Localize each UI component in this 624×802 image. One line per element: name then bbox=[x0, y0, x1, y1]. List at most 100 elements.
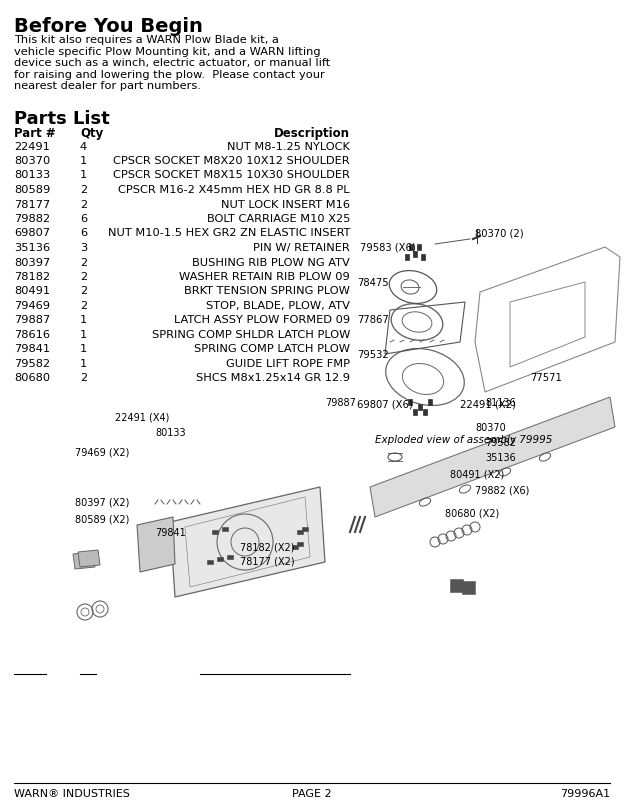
Text: 2: 2 bbox=[80, 257, 87, 267]
Polygon shape bbox=[222, 528, 228, 532]
Text: 80680 (X2): 80680 (X2) bbox=[445, 508, 499, 517]
Text: 1: 1 bbox=[80, 358, 87, 369]
Text: 79532: 79532 bbox=[357, 350, 389, 359]
Polygon shape bbox=[73, 553, 95, 569]
Text: PAGE 2: PAGE 2 bbox=[292, 788, 332, 798]
Text: Part #: Part # bbox=[14, 127, 56, 140]
Text: 80397 (X2): 80397 (X2) bbox=[75, 497, 129, 508]
Text: 80589 (X2): 80589 (X2) bbox=[75, 514, 129, 525]
Text: 69807 (X6): 69807 (X6) bbox=[357, 399, 412, 410]
Polygon shape bbox=[423, 410, 427, 415]
Text: SPRING COMP SHLDR LATCH PLOW: SPRING COMP SHLDR LATCH PLOW bbox=[152, 330, 350, 339]
Polygon shape bbox=[292, 545, 298, 549]
Text: This kit also requires a WARN Plow Blade kit, a
vehicle specific Plow Mounting k: This kit also requires a WARN Plow Blade… bbox=[14, 35, 330, 91]
Text: 79469 (X2): 79469 (X2) bbox=[75, 448, 129, 457]
Text: SHCS M8x1.25x14 GR 12.9: SHCS M8x1.25x14 GR 12.9 bbox=[196, 373, 350, 383]
Polygon shape bbox=[417, 245, 421, 251]
Text: Exploded view of assembly 79995: Exploded view of assembly 79995 bbox=[375, 435, 552, 444]
Text: NUT LOCK INSERT M16: NUT LOCK INSERT M16 bbox=[221, 199, 350, 209]
Polygon shape bbox=[207, 561, 213, 565]
Text: NUT M8-1.25 NYLOCK: NUT M8-1.25 NYLOCK bbox=[227, 141, 350, 152]
Text: 78182 (X2): 78182 (X2) bbox=[240, 542, 295, 553]
Polygon shape bbox=[170, 488, 325, 597]
Text: 35136: 35136 bbox=[485, 452, 516, 463]
Text: 22491: 22491 bbox=[14, 141, 50, 152]
Polygon shape bbox=[302, 528, 308, 532]
Text: 79841: 79841 bbox=[155, 528, 186, 537]
Text: 35136: 35136 bbox=[14, 243, 50, 253]
Text: Before You Begin: Before You Begin bbox=[14, 17, 203, 36]
Text: WASHER RETAIN RIB PLOW 09: WASHER RETAIN RIB PLOW 09 bbox=[179, 272, 350, 282]
Text: 4: 4 bbox=[80, 141, 87, 152]
Text: STOP, BLADE, PLOW, ATV: STOP, BLADE, PLOW, ATV bbox=[206, 301, 350, 310]
Text: 79583 (X6): 79583 (X6) bbox=[360, 243, 416, 253]
Text: 1: 1 bbox=[80, 344, 87, 354]
Text: 2: 2 bbox=[80, 184, 87, 195]
Polygon shape bbox=[297, 542, 303, 546]
Polygon shape bbox=[297, 530, 303, 534]
Text: LATCH ASSY PLOW FORMED 09: LATCH ASSY PLOW FORMED 09 bbox=[174, 315, 350, 325]
Text: NUT M10-1.5 HEX GR2 ZN ELASTIC INSERT: NUT M10-1.5 HEX GR2 ZN ELASTIC INSERT bbox=[107, 229, 350, 238]
Text: 79882: 79882 bbox=[14, 214, 50, 224]
Text: 78177: 78177 bbox=[14, 199, 51, 209]
Polygon shape bbox=[418, 404, 422, 411]
Text: 79882 (X6): 79882 (X6) bbox=[475, 485, 529, 496]
Text: 78475: 78475 bbox=[357, 277, 389, 288]
Polygon shape bbox=[413, 252, 417, 257]
Polygon shape bbox=[462, 581, 475, 594]
Polygon shape bbox=[409, 245, 413, 251]
Text: GUIDE LIFT ROPE FMP: GUIDE LIFT ROPE FMP bbox=[226, 358, 350, 369]
Polygon shape bbox=[212, 530, 218, 534]
Text: 1: 1 bbox=[80, 156, 87, 166]
Text: 77867: 77867 bbox=[357, 314, 389, 325]
Text: 78177 (X2): 78177 (X2) bbox=[240, 557, 295, 566]
Text: 80491: 80491 bbox=[14, 286, 50, 296]
Text: PIN W/ RETAINER: PIN W/ RETAINER bbox=[253, 243, 350, 253]
Text: 79841: 79841 bbox=[14, 344, 50, 354]
Polygon shape bbox=[227, 555, 233, 559]
Text: Parts List: Parts List bbox=[14, 110, 110, 128]
Text: WARN® INDUSTRIES: WARN® INDUSTRIES bbox=[14, 788, 130, 798]
Polygon shape bbox=[137, 517, 175, 573]
Text: CPSCR SOCKET M8X20 10X12 SHOULDER: CPSCR SOCKET M8X20 10X12 SHOULDER bbox=[114, 156, 350, 166]
Polygon shape bbox=[428, 399, 432, 406]
Text: 80491 (X2): 80491 (X2) bbox=[450, 469, 504, 480]
Text: 3: 3 bbox=[80, 243, 87, 253]
Polygon shape bbox=[413, 410, 417, 415]
Polygon shape bbox=[408, 399, 412, 406]
Polygon shape bbox=[217, 557, 223, 561]
Polygon shape bbox=[370, 398, 615, 517]
Text: 80397: 80397 bbox=[14, 257, 51, 267]
Text: 22491 (X2): 22491 (X2) bbox=[460, 399, 516, 410]
Polygon shape bbox=[405, 255, 409, 261]
Text: 80370 (2): 80370 (2) bbox=[475, 228, 524, 237]
Text: 1: 1 bbox=[80, 315, 87, 325]
Text: 79582: 79582 bbox=[485, 437, 516, 448]
Text: 81136: 81136 bbox=[485, 398, 515, 407]
Text: CPSCR SOCKET M8X15 10X30 SHOULDER: CPSCR SOCKET M8X15 10X30 SHOULDER bbox=[113, 170, 350, 180]
Text: 78616: 78616 bbox=[14, 330, 50, 339]
Polygon shape bbox=[78, 550, 100, 567]
Polygon shape bbox=[450, 579, 463, 592]
Text: 2: 2 bbox=[80, 286, 87, 296]
Text: 2: 2 bbox=[80, 373, 87, 383]
Text: BUSHING RIB PLOW NG ATV: BUSHING RIB PLOW NG ATV bbox=[192, 257, 350, 267]
Text: 69807: 69807 bbox=[14, 229, 50, 238]
Text: 80370: 80370 bbox=[14, 156, 51, 166]
Text: 6: 6 bbox=[80, 214, 87, 224]
Text: 79582: 79582 bbox=[14, 358, 50, 369]
Text: 79469: 79469 bbox=[14, 301, 50, 310]
Text: 79996A1: 79996A1 bbox=[560, 788, 610, 798]
Text: 80680: 80680 bbox=[14, 373, 50, 383]
Text: 2: 2 bbox=[80, 301, 87, 310]
Text: 80370: 80370 bbox=[475, 423, 505, 432]
Text: 2: 2 bbox=[80, 272, 87, 282]
Text: BRKT TENSION SPRING PLOW: BRKT TENSION SPRING PLOW bbox=[184, 286, 350, 296]
Text: 79887: 79887 bbox=[325, 398, 356, 407]
Text: 1: 1 bbox=[80, 170, 87, 180]
Text: 80133: 80133 bbox=[155, 427, 185, 437]
Text: BOLT CARRIAGE M10 X25: BOLT CARRIAGE M10 X25 bbox=[207, 214, 350, 224]
Text: SPRING COMP LATCH PLOW: SPRING COMP LATCH PLOW bbox=[194, 344, 350, 354]
Text: 6: 6 bbox=[80, 229, 87, 238]
Text: 2: 2 bbox=[80, 199, 87, 209]
